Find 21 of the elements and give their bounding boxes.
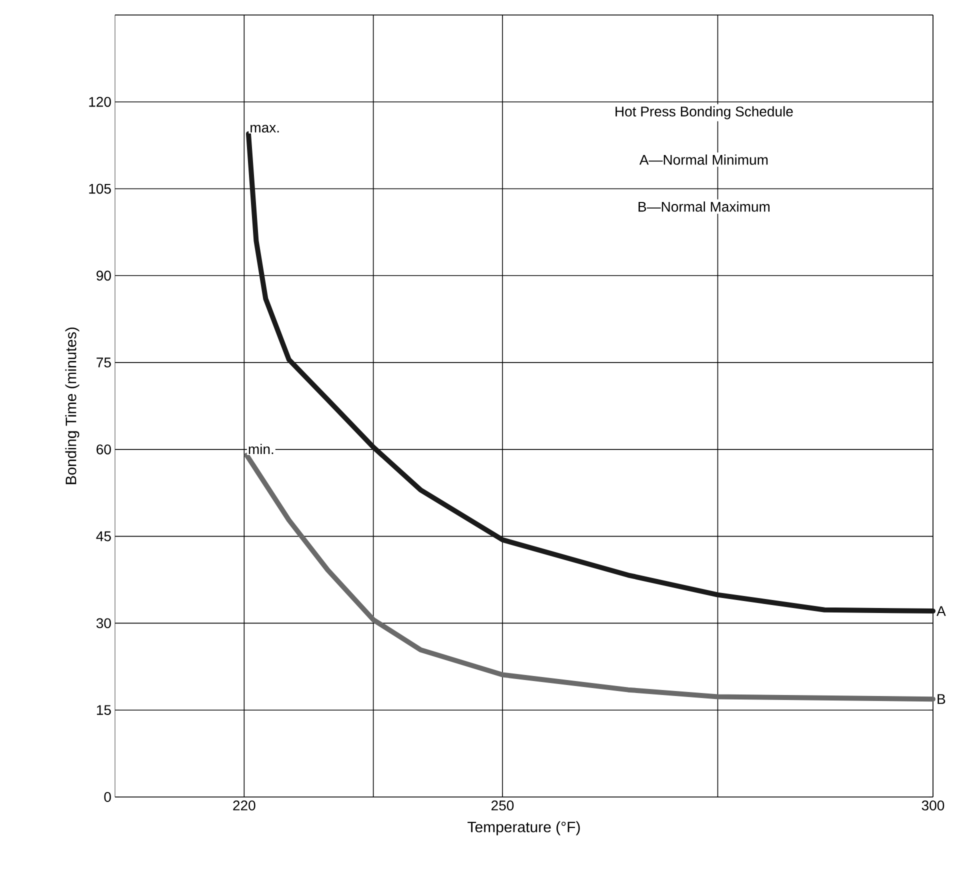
x-tick-label: 250 xyxy=(492,800,514,810)
x-axis-title: Temperature (°F) xyxy=(468,821,580,836)
x-tick-label: 220 xyxy=(233,800,256,810)
y-tick-label: 45 xyxy=(96,531,111,542)
y-tick-label: 30 xyxy=(96,618,111,628)
y-tick-label: 90 xyxy=(96,270,111,281)
y-tick-label: 120 xyxy=(89,96,111,107)
annotation: max. xyxy=(250,124,279,133)
x-tick-label: 300 xyxy=(922,800,944,810)
y-tick-label: 75 xyxy=(96,358,111,368)
series-label: B xyxy=(938,694,946,704)
y-tick-label: 105 xyxy=(89,184,111,194)
y-tick-label: 15 xyxy=(96,705,111,715)
series-label: A xyxy=(936,606,946,616)
y-tick-label: 0 xyxy=(104,792,111,802)
annotation: min. xyxy=(248,444,274,454)
annotation: Hot Press Bonding Schedule xyxy=(616,106,793,120)
y-axis-title: Bonding Time (minutes) xyxy=(65,328,80,484)
y-tick-label: 60 xyxy=(96,444,111,454)
annotation: A—Normal Minimum xyxy=(639,154,768,165)
annotation: B—Normal Maximum xyxy=(638,201,770,212)
